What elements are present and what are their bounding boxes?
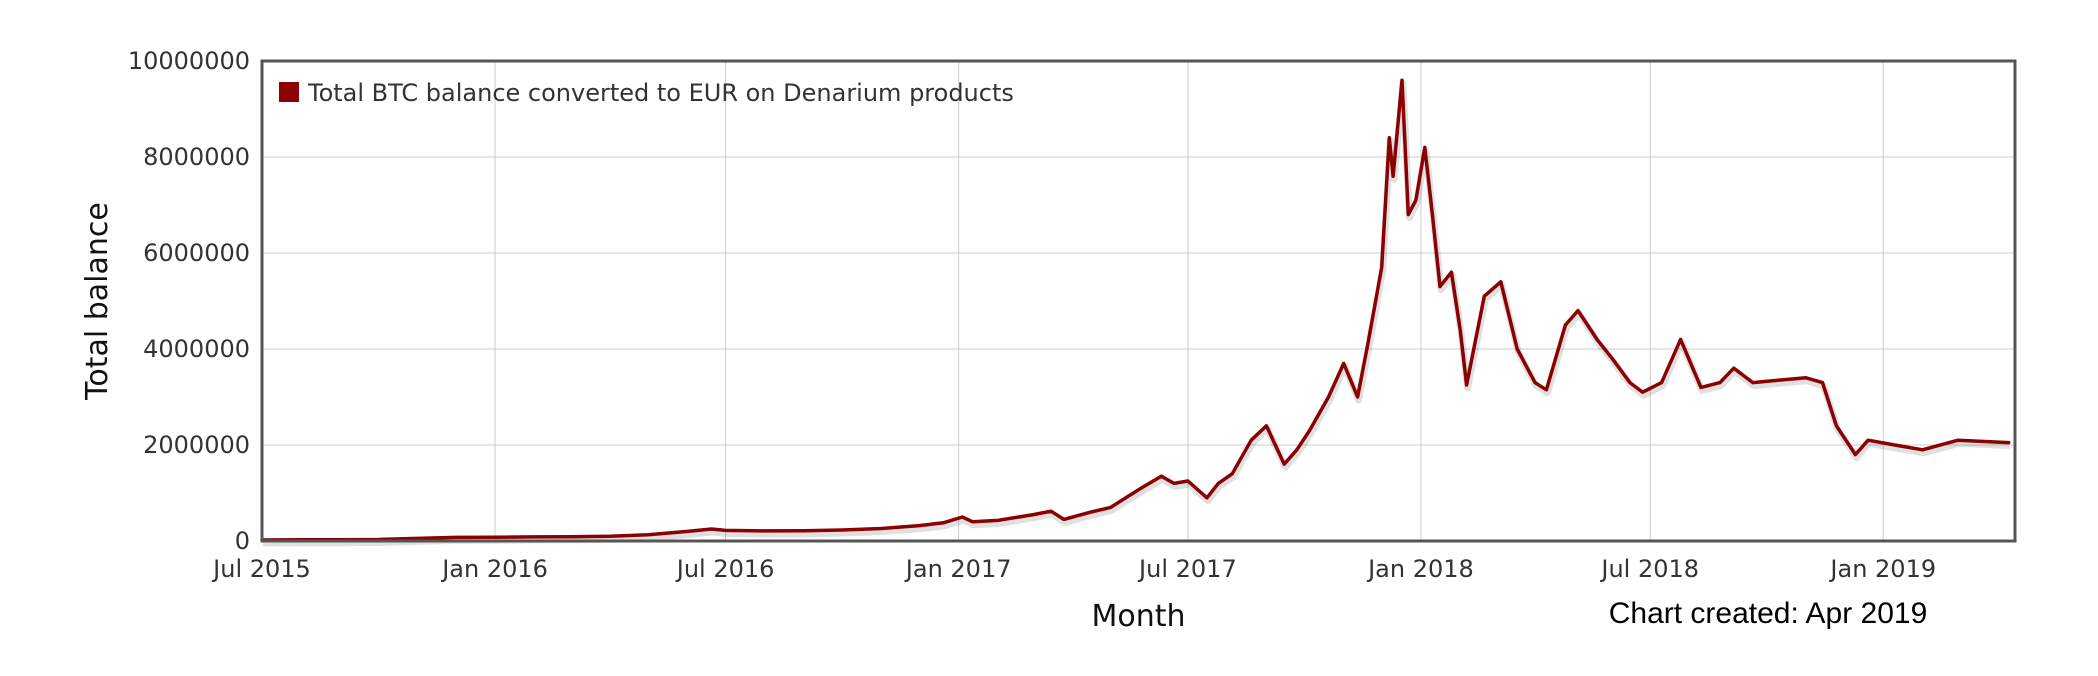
x-tick-label: Jul 2015 — [211, 555, 311, 583]
x-tick-label: Jul 2018 — [1599, 555, 1699, 583]
legend: Total BTC balance converted to EUR on De… — [277, 79, 1014, 107]
grid-lines — [261, 60, 2015, 542]
x-axis-title: Month — [1091, 599, 1185, 634]
series-line — [260, 78, 2011, 542]
x-tick-label: Jul 2016 — [675, 555, 775, 583]
y-tick-label: 0 — [235, 527, 250, 555]
y-tick-label: 6000000 — [143, 239, 250, 267]
y-tick-label: 10000000 — [128, 47, 250, 75]
series-line-shadow — [262, 79, 2010, 547]
y-tick-label: 4000000 — [143, 335, 250, 363]
chart-created-note: Chart created: Apr 2019 — [1609, 597, 1928, 630]
x-tick-label: Jan 2018 — [1366, 555, 1474, 583]
series-layer — [260, 78, 2011, 547]
x-tick-label: Jan 2016 — [440, 555, 548, 583]
x-tick-label: Jan 2019 — [1828, 555, 1936, 583]
x-tick-label: Jan 2017 — [904, 555, 1012, 583]
y-axis-title: Total balance — [80, 202, 115, 401]
plot-frame — [260, 59, 2017, 543]
legend-swatch — [277, 80, 301, 104]
x-axis-ticks: Jul 2015 Jan 2016 Jul 2016 Jan 2017 Jul 2017… — [211, 555, 1936, 583]
legend-label: Total BTC balance converted to EUR on De… — [307, 79, 1014, 107]
x-tick-label: Jul 2017 — [1137, 555, 1237, 583]
y-tick-label: 8000000 — [143, 143, 250, 171]
y-tick-label: 2000000 — [143, 431, 250, 459]
y-axis-ticks: 0 2000000 4000000 6000000 8000000 10000000 — [128, 47, 250, 555]
